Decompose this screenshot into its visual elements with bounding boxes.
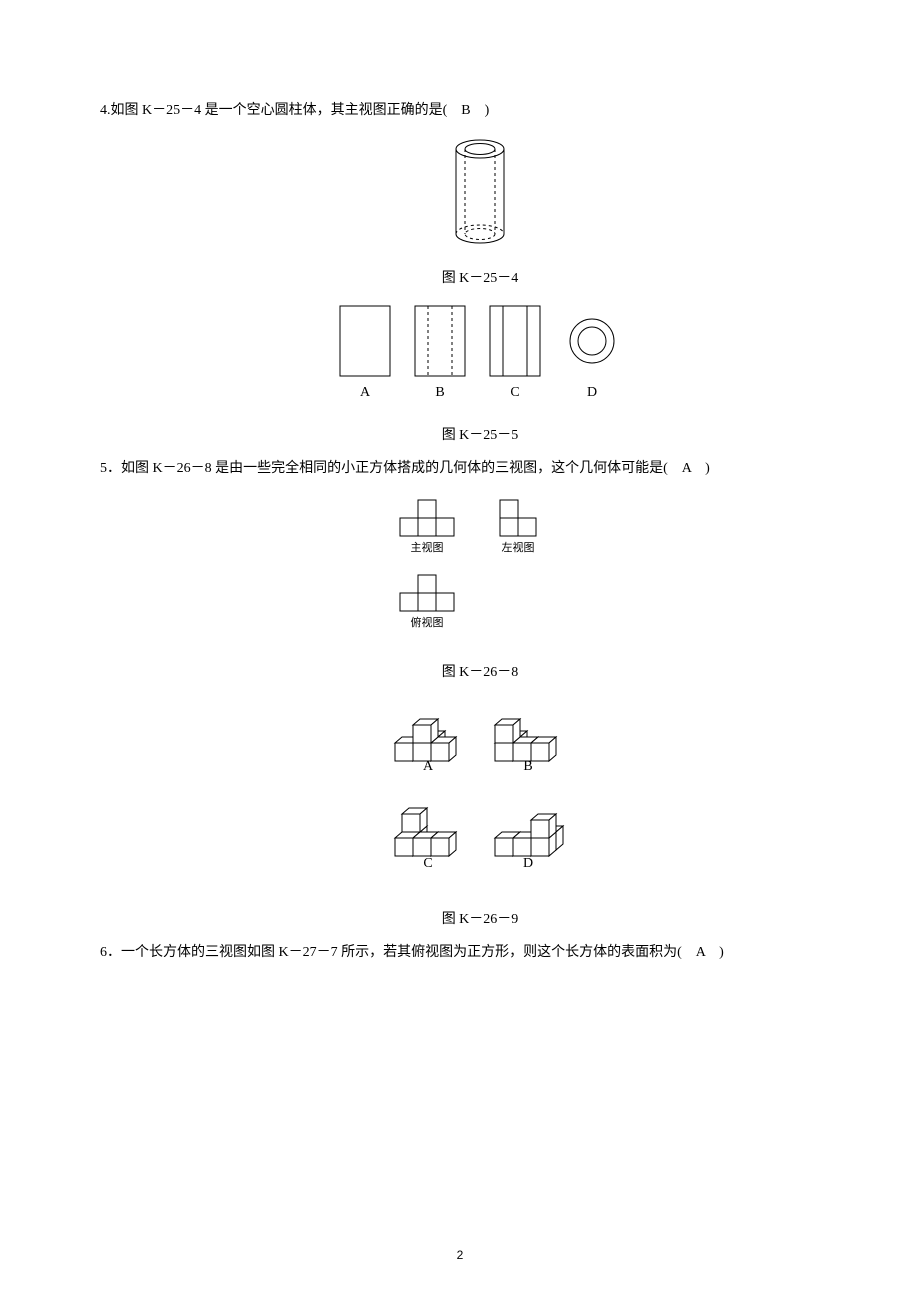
- question-5: 5．如图 K－26－8 是由一些完全相同的小正方体搭成的几何体的三视图，这个几何…: [100, 458, 860, 480]
- q5-front-label: 主视图: [411, 540, 444, 554]
- q5-text-prefix: 5．如图 K－26－8 是由一些完全相同的小正方体搭成的几何体的三视图，这个几何…: [100, 461, 682, 476]
- q5-opt-d-label: D: [523, 856, 533, 871]
- q6-text-prefix: 6．一个长方体的三视图如图 K－27－7 所示，若其俯视图为正方形，则这个长方体…: [100, 945, 696, 960]
- q5-opt-c-label: C: [423, 856, 432, 871]
- q5-opt-b-label: B: [523, 759, 532, 774]
- q5-top-label: 俯视图: [411, 615, 444, 629]
- q4-opt-d-label: D: [587, 385, 597, 400]
- q4-text-suffix: ): [471, 103, 490, 118]
- q4-caption-2: 图 K－25－5: [100, 424, 860, 444]
- question-4: 4.如图 K－25－4 是一个空心圆柱体，其主视图正确的是( B ): [100, 100, 860, 122]
- q5-caption-2: 图 K－26－9: [100, 908, 860, 928]
- q5-three-views: 主视图 左视图 俯视图: [100, 493, 860, 653]
- q4-options-figure: A B C D: [100, 301, 860, 416]
- q5-options-figure: A B C: [100, 695, 860, 900]
- q4-opt-b-label: B: [435, 385, 444, 400]
- q5-text-suffix: ): [691, 461, 710, 476]
- q5-side-label: 左视图: [502, 540, 535, 554]
- q4-figure-cylinder: [100, 134, 860, 259]
- q4-opt-c-label: C: [510, 385, 519, 400]
- q5-answer: A: [682, 461, 691, 476]
- question-6: 6．一个长方体的三视图如图 K－27－7 所示，若其俯视图为正方形，则这个长方体…: [100, 942, 860, 964]
- q5-opt-a-label: A: [423, 759, 434, 774]
- page-number: 2: [0, 1248, 920, 1262]
- q5-caption-1: 图 K－26－8: [100, 661, 860, 681]
- q4-opt-a-label: A: [360, 385, 371, 400]
- q4-answer: B: [461, 103, 470, 118]
- q6-text-suffix: ): [705, 945, 724, 960]
- q6-answer: A: [696, 945, 705, 960]
- q4-text-prefix: 4.如图 K－25－4 是一个空心圆柱体，其主视图正确的是(: [100, 103, 461, 118]
- q4-caption-1: 图 K－25－4: [100, 267, 860, 287]
